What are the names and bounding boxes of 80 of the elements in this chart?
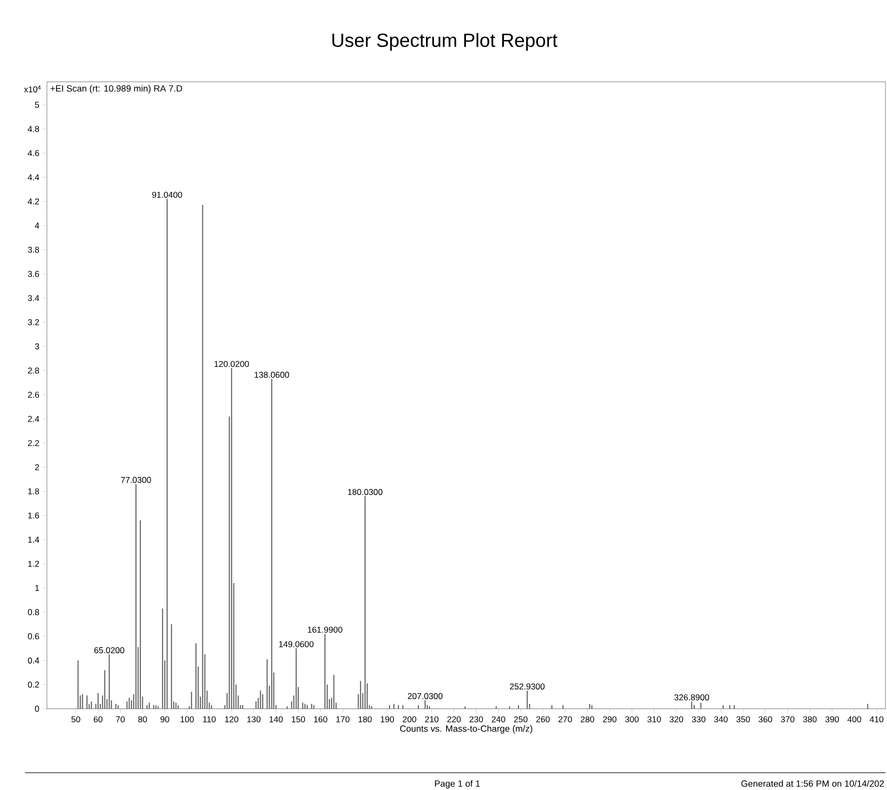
annotation: 91.0400 xyxy=(152,192,182,198)
annotation: 65.0200 xyxy=(94,647,124,654)
y-tick-label: 0.2 xyxy=(28,682,39,688)
x-tick-label: 160 xyxy=(314,716,328,723)
x-tick-label: 410 xyxy=(870,716,884,723)
y-tick-label: 3.2 xyxy=(28,319,39,326)
x-tick-label: 300 xyxy=(625,716,639,723)
y-tick-label: 4.6 xyxy=(28,150,40,156)
y-tick-label: 3.4 xyxy=(28,295,40,302)
annotation: 252.9300 xyxy=(510,684,545,690)
y-tick-label: 4.2 xyxy=(28,198,39,205)
x-tick-label: 260 xyxy=(536,716,550,723)
x-tick-label: 190 xyxy=(380,716,394,723)
x-tick-label: 310 xyxy=(647,716,661,723)
text: Generated at 1:56 PM on 10/14/202 xyxy=(741,780,884,787)
x-tick-label: 100 xyxy=(180,716,194,723)
y-tick-label: 0.8 xyxy=(28,609,40,616)
x-tick-label: 360 xyxy=(758,716,772,723)
x-tick-label: 290 xyxy=(603,716,616,723)
y-tick-label: 1.2 xyxy=(28,561,39,568)
text: Page 1 of 1 xyxy=(434,780,480,789)
y-tick-label: 1.8 xyxy=(28,488,40,495)
y-tick-label: 2.8 xyxy=(28,368,40,374)
x-tick-label: 240 xyxy=(492,716,506,723)
annotation: 149.0600 xyxy=(279,641,314,648)
annotation: 326.8900 xyxy=(674,694,710,701)
annotation: 120.0200 xyxy=(214,361,249,368)
x-tick-label: 220 xyxy=(447,716,461,723)
x-tick-label: 120 xyxy=(225,716,238,723)
x-tick-label: 70 xyxy=(116,716,125,723)
x-tick-label: 170 xyxy=(336,716,350,723)
y-tick-label: 3.6 xyxy=(28,271,40,278)
x-tick-label: 340 xyxy=(714,716,728,723)
x-tick-label: 90 xyxy=(160,716,170,723)
x-tick-label: 270 xyxy=(558,716,572,723)
x-tick-label: 330 xyxy=(692,716,706,723)
chart-title: User Spectrum Plot Report xyxy=(332,33,558,51)
y-tick-label: 1.6 xyxy=(28,512,40,519)
x-tick-label: 130 xyxy=(247,716,261,723)
annotation: 180.0300 xyxy=(348,489,382,496)
x-tick-label: 180 xyxy=(358,716,372,723)
y-tick-label: 2 xyxy=(35,464,39,470)
y-tick-label: 1.4 xyxy=(28,536,40,543)
y-tick-label: 1 xyxy=(35,585,39,592)
x-tick-label: 150 xyxy=(292,716,306,723)
annotation: 207.0300 xyxy=(408,693,442,700)
y-tick-label: 5 xyxy=(35,102,40,108)
x-axis-title: Counts vs. Mass-to-Charge (m/z) xyxy=(400,725,532,734)
annotation: 77.0300 xyxy=(121,477,151,484)
x-tick-label: 200 xyxy=(402,716,416,723)
y-tick-label: 4.4 xyxy=(28,174,40,180)
x-tick-label: 230 xyxy=(470,716,483,723)
y-tick-label: 3 xyxy=(35,344,40,350)
x-tick-label: 370 xyxy=(780,716,794,723)
x-tick-label: 280 xyxy=(580,716,594,723)
annotation: 161.9900 xyxy=(308,626,342,633)
x-tick-label: 400 xyxy=(847,716,862,723)
y-tick-label: 4 xyxy=(34,222,40,229)
y-tick-label: 0.4 xyxy=(28,658,40,664)
x-tick-label: 320 xyxy=(670,716,684,723)
y-tick-label: 0 xyxy=(35,706,40,712)
x-tick-label: 80 xyxy=(138,716,147,723)
x-tick-label: 250 xyxy=(514,716,528,723)
y-tick-label: 2.6 xyxy=(28,392,40,398)
y-tick-label: 4.8 xyxy=(28,126,40,132)
y-tick-label: 0.6 xyxy=(28,634,40,640)
x-tick-label: 140 xyxy=(270,716,283,723)
y-tick-label: 2.2 xyxy=(28,440,39,446)
annotation: 138.0600 xyxy=(254,372,290,378)
x-tick-label: 50 xyxy=(71,716,80,723)
x-tick-label: 380 xyxy=(803,716,817,723)
y-tick-label: 3.8 xyxy=(28,246,40,253)
annotation: +EI Scan (rt: 10.989 min) RA 7.D xyxy=(50,85,182,94)
x-tick-label: 60 xyxy=(94,716,102,723)
x-tick-label: 110 xyxy=(203,716,216,723)
y-axis-title: x10$^{4}$ xyxy=(24,86,41,93)
y-tick-label: 2.4 xyxy=(28,416,40,422)
x-tick-label: 210 xyxy=(425,716,438,723)
x-tick-label: 350 xyxy=(736,716,750,723)
x-tick-label: 390 xyxy=(825,716,839,723)
